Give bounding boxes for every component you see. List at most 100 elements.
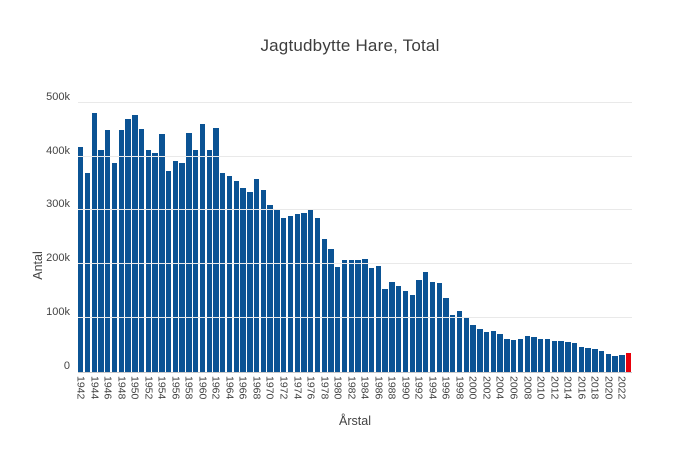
bar-2014[interactable]	[565, 341, 571, 372]
bar-1975[interactable]	[301, 212, 307, 372]
bar-2006[interactable]	[511, 340, 517, 372]
bar-1992[interactable]	[416, 280, 422, 372]
bar-1999[interactable]	[463, 316, 470, 372]
bar-2017[interactable]	[585, 348, 591, 372]
bar-1983[interactable]	[355, 259, 361, 372]
bar-1957[interactable]	[179, 163, 185, 372]
bar-1955[interactable]	[165, 170, 172, 372]
bar-1958[interactable]	[186, 132, 192, 372]
bar-2012[interactable]	[551, 340, 557, 372]
bar-1965[interactable]	[233, 180, 239, 372]
bar-1991[interactable]	[409, 294, 415, 372]
bar-1943[interactable]	[84, 172, 91, 372]
x-tick-1984: 1984	[358, 376, 371, 400]
bar-1976[interactable]	[308, 209, 314, 372]
bar-1977[interactable]	[314, 217, 321, 372]
bar-1989[interactable]	[395, 286, 402, 372]
bar-1979[interactable]	[328, 249, 334, 372]
y-axis-title: Antal	[31, 251, 45, 280]
bar-1944[interactable]	[91, 112, 97, 372]
bar-1982[interactable]	[348, 259, 354, 372]
bar-1995[interactable]	[436, 282, 442, 372]
bar-2010[interactable]	[538, 339, 544, 372]
gridline-100k	[78, 317, 632, 319]
x-tick-1962: 1962	[209, 376, 222, 400]
bar-1954[interactable]	[159, 133, 165, 372]
bar-1945[interactable]	[98, 149, 104, 372]
bar-1951[interactable]	[138, 128, 145, 372]
bar-2015[interactable]	[571, 342, 578, 372]
bar-1947[interactable]	[111, 163, 118, 372]
bar-1987[interactable]	[382, 289, 388, 372]
bar-2002[interactable]	[483, 331, 490, 372]
x-tick-1992: 1992	[412, 376, 425, 400]
x-tick-1944: 1944	[88, 376, 101, 400]
x-tick-2000: 2000	[466, 376, 479, 400]
bar-2005[interactable]	[504, 339, 510, 372]
bar-1994[interactable]	[429, 281, 436, 372]
bar-1993[interactable]	[423, 271, 429, 372]
bar-2019[interactable]	[598, 351, 605, 372]
bar-1949[interactable]	[125, 118, 131, 372]
bar-2023[interactable]	[626, 352, 632, 372]
bar-1978[interactable]	[321, 238, 327, 372]
x-tick-1968: 1968	[250, 376, 263, 400]
bar-1961[interactable]	[206, 149, 212, 372]
x-tick-2010: 2010	[534, 376, 547, 400]
bar-1964[interactable]	[226, 175, 233, 372]
bar-1953[interactable]	[152, 152, 158, 372]
bar-2008[interactable]	[524, 335, 530, 372]
bar-1980[interactable]	[335, 266, 341, 372]
bar-2007[interactable]	[517, 339, 524, 372]
x-tick-1990: 1990	[399, 376, 412, 400]
gridline-400k	[78, 155, 632, 157]
bar-1962[interactable]	[213, 128, 219, 372]
bar-2016[interactable]	[578, 346, 585, 372]
bar-1984[interactable]	[362, 259, 368, 372]
bar-2000[interactable]	[470, 325, 476, 372]
bar-1950[interactable]	[132, 115, 138, 372]
bar-2001[interactable]	[477, 328, 483, 372]
bar-1997[interactable]	[450, 314, 456, 372]
plot-area[interactable]: 0 100k 200k 300k 400k 500k	[46, 91, 632, 373]
bar-2018[interactable]	[592, 348, 598, 372]
bar-1946[interactable]	[105, 129, 111, 372]
bar-1985[interactable]	[368, 268, 375, 372]
bar-1973[interactable]	[287, 216, 294, 372]
bar-1988[interactable]	[389, 281, 395, 372]
bar-2003[interactable]	[490, 331, 497, 372]
bar-1972[interactable]	[280, 217, 287, 372]
bar-1986[interactable]	[375, 266, 382, 372]
bar-1966[interactable]	[240, 188, 246, 372]
bar-2009[interactable]	[531, 337, 537, 372]
gridline-200k	[78, 263, 632, 265]
x-tick-1978: 1978	[318, 376, 331, 400]
bar-1967[interactable]	[247, 191, 253, 372]
y-tick-100k: 100k	[46, 306, 70, 319]
bar-2011[interactable]	[544, 339, 551, 372]
bar-1969[interactable]	[260, 189, 267, 372]
x-tick-1980: 1980	[331, 376, 344, 400]
bar-2004[interactable]	[497, 334, 503, 372]
bar-2022[interactable]	[619, 355, 625, 372]
bar-1942[interactable]	[78, 147, 84, 372]
bar-1971[interactable]	[274, 209, 280, 372]
bar-1968[interactable]	[253, 178, 260, 372]
bar-1998[interactable]	[456, 311, 463, 372]
bar-2021[interactable]	[612, 355, 618, 372]
bar-1996[interactable]	[443, 297, 449, 372]
bar-1960[interactable]	[199, 124, 206, 372]
bar-1952[interactable]	[145, 149, 152, 372]
bar-1948[interactable]	[118, 129, 124, 372]
bar-2020[interactable]	[605, 354, 612, 372]
bar-1974[interactable]	[294, 214, 300, 372]
bar-1981[interactable]	[341, 259, 348, 372]
gridline-300k	[78, 209, 632, 211]
bar-2013[interactable]	[558, 340, 564, 372]
bar-1970[interactable]	[267, 205, 273, 372]
bar-1963[interactable]	[220, 172, 226, 372]
bar-1990[interactable]	[402, 290, 409, 372]
bar-1959[interactable]	[193, 149, 199, 372]
x-tick-1946: 1946	[101, 376, 114, 400]
bar-1956[interactable]	[172, 161, 179, 372]
